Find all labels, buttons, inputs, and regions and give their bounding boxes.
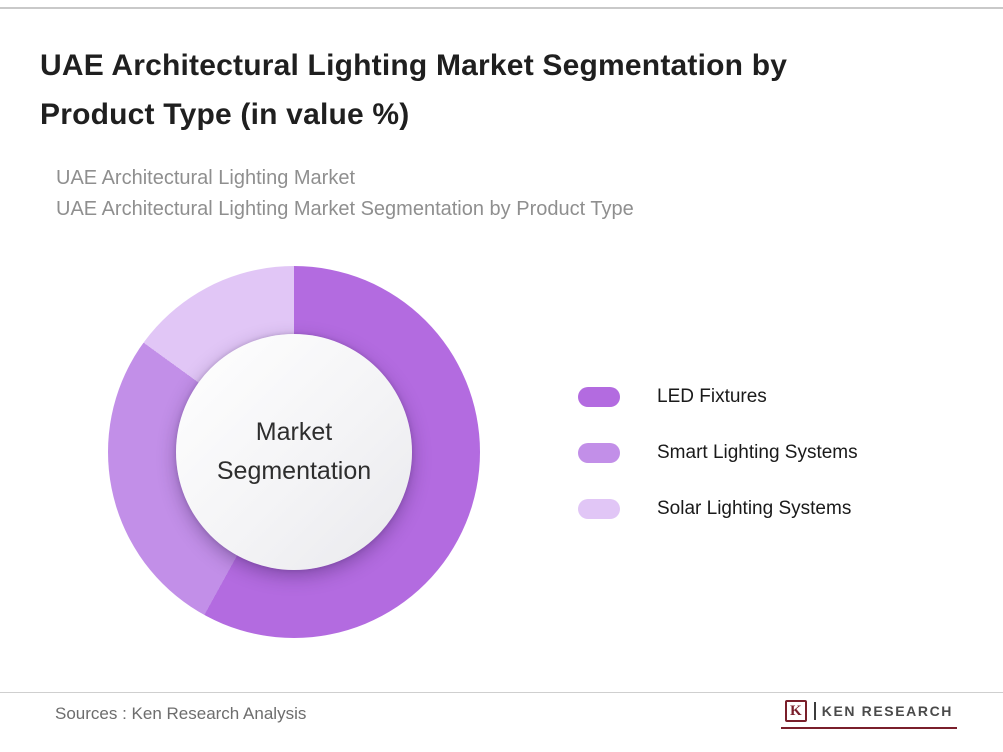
legend-label-smart-lighting-systems: Smart Lighting Systems (657, 442, 858, 463)
chart-subtitle: UAE Architectural Lighting Market UAE Ar… (56, 163, 876, 225)
donut-chart: Market Segmentation (108, 266, 480, 638)
legend-swatch-solar-lighting-systems (578, 499, 620, 519)
donut-center: Market Segmentation (176, 334, 412, 570)
logo-wordmark: KEN RESEARCH (821, 703, 953, 719)
top-divider (0, 7, 1003, 9)
legend-item-smart-lighting-systems: Smart Lighting Systems (578, 442, 858, 464)
ken-research-logo: K KEN RESEARCH (780, 698, 957, 729)
legend-item-led-fixtures: LED Fixtures (578, 386, 858, 408)
footer-divider (0, 692, 1003, 693)
source-note: Sources : Ken Research Analysis (55, 704, 307, 723)
subtitle-line-1: UAE Architectural Lighting Market (56, 167, 356, 189)
legend-item-solar-lighting-systems: Solar Lighting Systems (578, 498, 858, 520)
chart-legend: LED Fixtures Smart Lighting Systems Sola… (578, 386, 858, 520)
page-title: UAE Architectural Lighting Market Segmen… (40, 49, 788, 131)
legend-label-led-fixtures: LED Fixtures (657, 386, 767, 407)
legend-swatch-smart-lighting-systems (578, 443, 620, 463)
logo-k-icon: K (784, 700, 807, 722)
logo-separator (813, 702, 816, 720)
subtitle-line-2: UAE Architectural Lighting Market Segmen… (56, 198, 634, 220)
donut-center-label: Market Segmentation (216, 418, 372, 485)
legend-label-solar-lighting-systems: Solar Lighting Systems (657, 498, 852, 519)
legend-swatch-led-fixtures (578, 387, 620, 407)
